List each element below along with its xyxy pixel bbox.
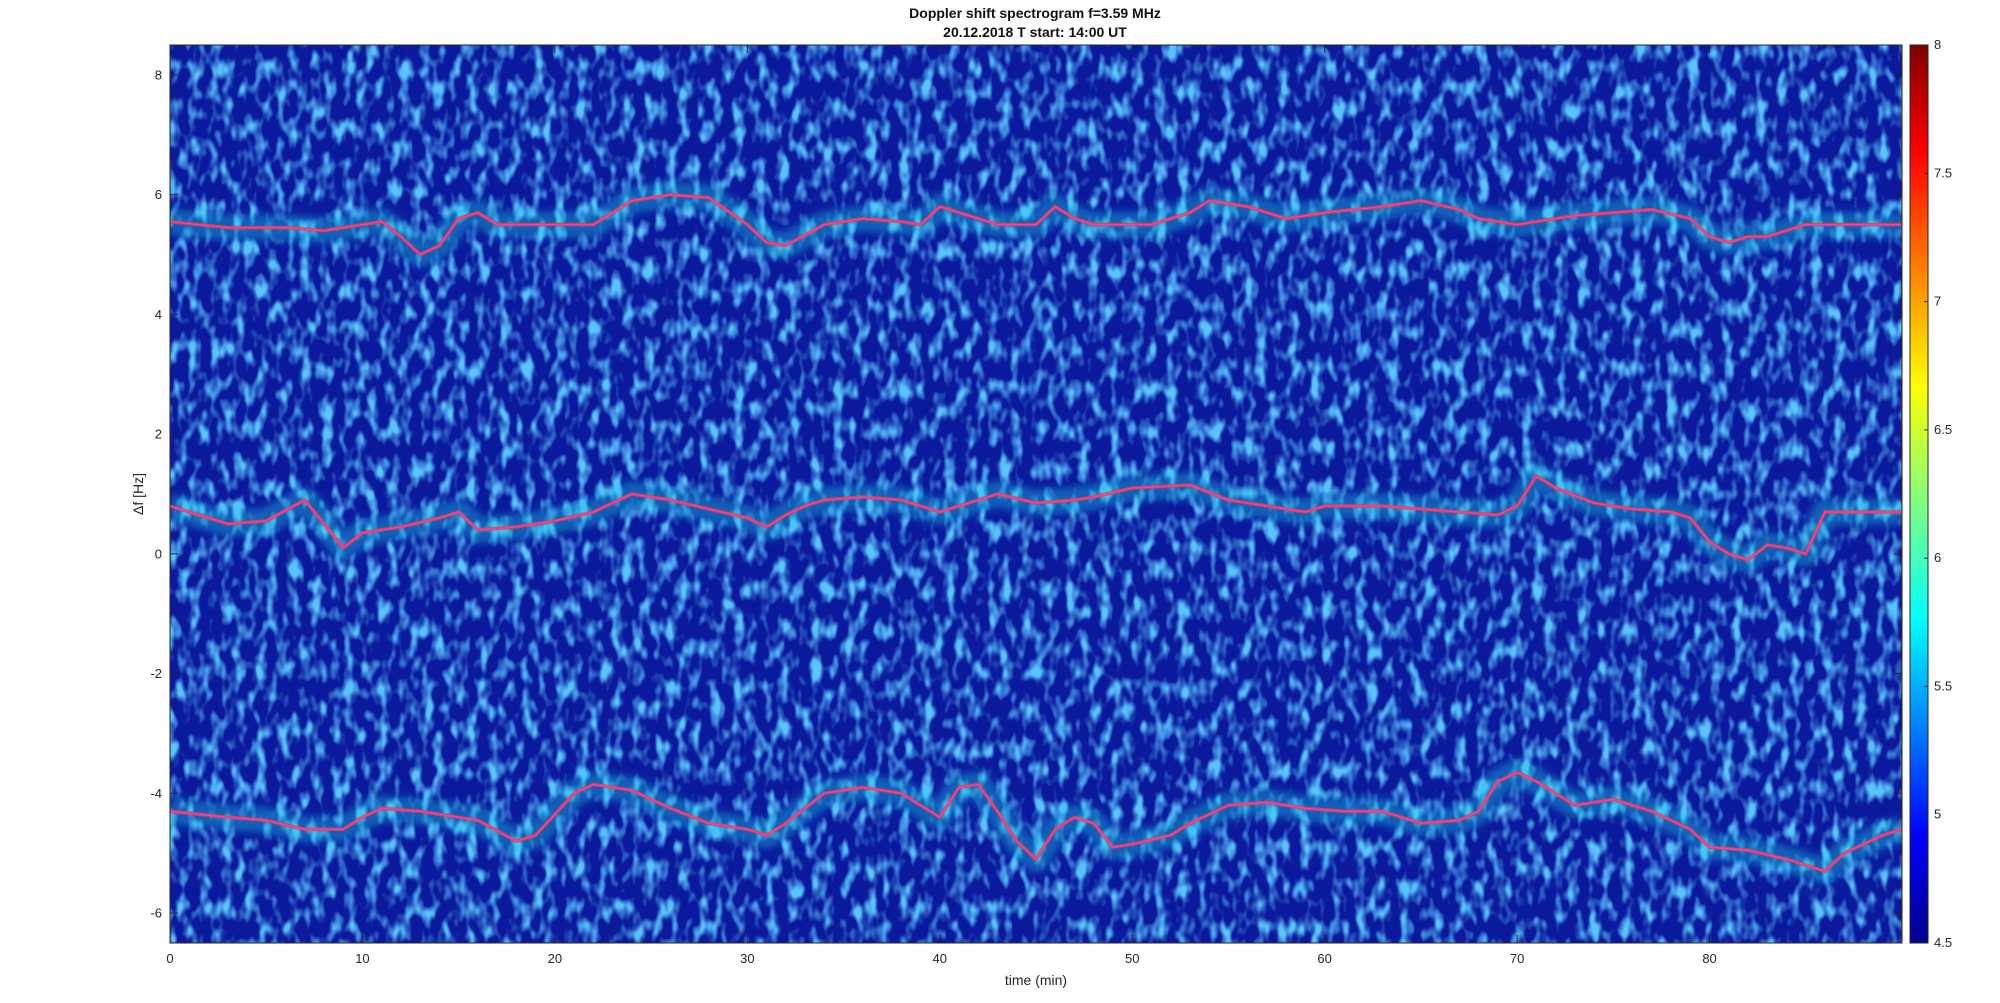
colorbar-tick-label: 6.5 (1934, 422, 1952, 437)
plot-area: 0 10 20 30 40 50 60 70 80 -6 -4 -2 0 2 4 6 8 (150, 44, 1903, 966)
x-tick-label: 40 (933, 951, 947, 966)
y-tick-label: -4 (150, 786, 162, 801)
colorbar-tick-label: 5 (1934, 807, 1941, 822)
colorbar-gradient (1909, 44, 1929, 944)
colorbar-ticks: 4.5 5 5.5 6 6.5 7 7.5 8 (1924, 37, 1952, 950)
x-tick-label: 20 (548, 951, 562, 966)
x-tick-label: 30 (740, 951, 754, 966)
x-tick-label: 70 (1510, 951, 1524, 966)
y-tick-label: -2 (150, 666, 162, 681)
doppler-trace-0 (170, 194, 1902, 256)
chart-subtitle: 20.12.2018 T start: 14:00 UT (943, 24, 1127, 40)
colorbar-tick-label: 7.5 (1934, 165, 1952, 180)
x-tick-label: 0 (166, 951, 173, 966)
colorbar-tick-label: 5.5 (1934, 678, 1952, 693)
colorbar-tick-label: 7 (1934, 294, 1941, 309)
y-tick-label: 2 (155, 427, 162, 442)
y-axis-label: Δf [Hz] (130, 473, 146, 515)
chart-title: Doppler shift spectrogram f=3.59 MHz (909, 5, 1161, 21)
x-tick-label: 60 (1317, 951, 1331, 966)
y-tick-label: 8 (155, 67, 162, 82)
plot-frame (169, 44, 1903, 944)
y-tick-label: 4 (155, 307, 162, 322)
y-axis: -6 -4 -2 0 2 4 6 8 (150, 67, 1902, 921)
doppler-trace-2 (170, 771, 1902, 872)
colorbar-tick-label: 6 (1934, 550, 1941, 565)
x-tick-label: 50 (1125, 951, 1139, 966)
colorbar: 4.5 5 5.5 6 6.5 7 7.5 8 (1909, 37, 1952, 950)
x-axis: 0 10 20 30 40 50 60 70 80 (166, 45, 1717, 966)
x-tick-label: 10 (355, 951, 369, 966)
y-tick-label: -6 (150, 906, 162, 921)
x-tick-label: 80 (1702, 951, 1716, 966)
y-tick-label: 6 (155, 187, 162, 202)
y-tick-label: 0 (155, 546, 162, 561)
doppler-trace-1 (170, 475, 1902, 561)
x-axis-label: time (min) (1005, 972, 1067, 988)
colorbar-tick-label: 8 (1934, 37, 1941, 52)
colorbar-tick-label: 4.5 (1934, 935, 1952, 950)
